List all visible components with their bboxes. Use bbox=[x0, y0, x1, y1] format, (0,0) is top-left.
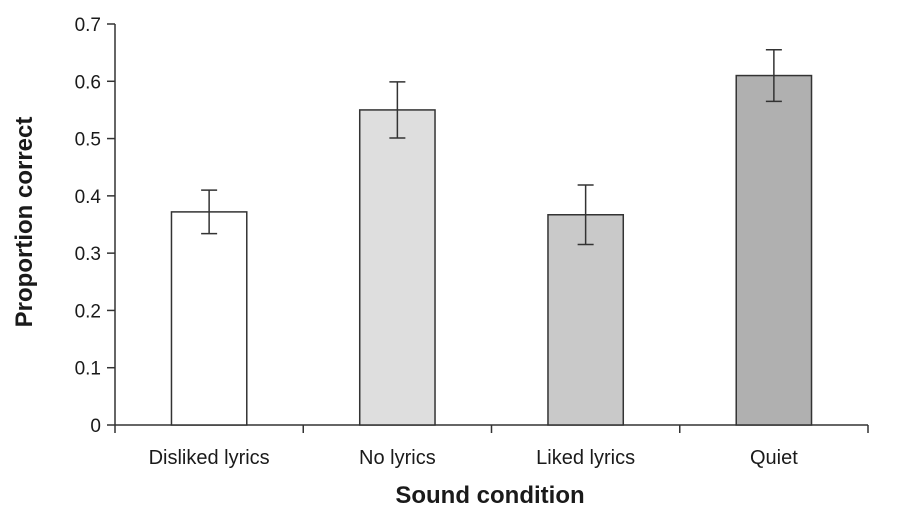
bar bbox=[358, 109, 436, 426]
bar bbox=[547, 214, 625, 426]
category-label: Liked lyrics bbox=[536, 447, 635, 469]
y-axis-title: Proportion correct bbox=[11, 117, 38, 328]
y-tick-label: 0.3 bbox=[75, 244, 101, 265]
x-axis: Disliked lyrics No lyrics Liked lyrics Quie… bbox=[114, 424, 869, 469]
y-tick-label: 0.7 bbox=[75, 15, 101, 36]
bar bbox=[170, 211, 248, 426]
category-label: No lyrics bbox=[359, 447, 436, 469]
y-tick-label: 0.6 bbox=[75, 72, 101, 93]
y-tick-label: 0 bbox=[90, 416, 101, 437]
y-tick-label: 0.5 bbox=[75, 130, 101, 151]
category-label: Quiet bbox=[750, 447, 798, 469]
y-tick-label: 0.1 bbox=[75, 359, 101, 380]
category-label: Disliked lyrics bbox=[149, 447, 270, 469]
y-tick-label: 0.4 bbox=[75, 187, 102, 208]
y-axis: 0 0.1 0.2 0.3 0.4 0.5 0.6 0.7 bbox=[75, 15, 116, 437]
y-tick-label: 0.2 bbox=[75, 301, 101, 322]
bar bbox=[735, 74, 813, 426]
error-bars bbox=[201, 49, 782, 246]
x-axis-title: Sound condition bbox=[395, 482, 584, 509]
bars bbox=[170, 74, 813, 426]
